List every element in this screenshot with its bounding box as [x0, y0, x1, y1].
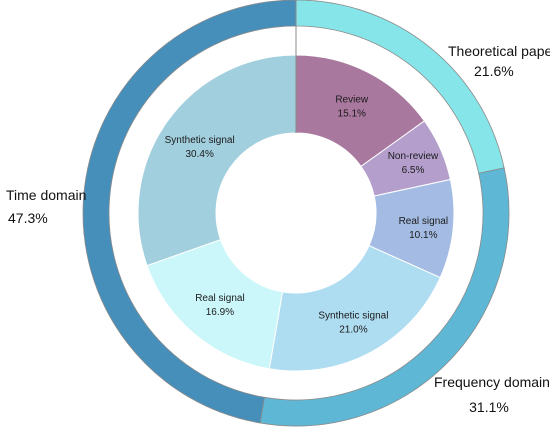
- inner-value-frequency-domain-synthetic-signal: 21.0%: [339, 325, 367, 336]
- outer-value-time-domain: 47.3%: [8, 210, 48, 226]
- inner-slice-frequency-domain-synthetic-signal: [268, 245, 441, 372]
- outer-label-theoretical-paper: Theoretical paper: [448, 43, 550, 59]
- inner-label-time-domain-synthetic-signal: Synthetic signal: [165, 135, 235, 146]
- inner-ring: [137, 0, 455, 372]
- outer-value-theoretical-paper: 21.6%: [474, 63, 514, 79]
- inner-value-theoretical-paper-review: 15.1%: [338, 108, 366, 119]
- outer-label-time-domain: Time domain: [6, 187, 86, 203]
- inner-slice-time-domain-real-signal: [146, 238, 284, 370]
- inner-label-theoretical-paper-review: Review: [335, 94, 369, 105]
- outer-slice-time-domain: [82, 0, 297, 424]
- inner-value-time-domain-real-signal: 16.9%: [206, 307, 234, 318]
- inner-value-time-domain-synthetic-signal: 30.4%: [185, 149, 213, 160]
- outer-value-frequency-domain: 31.1%: [469, 399, 509, 415]
- outer-ring: [82, 0, 510, 427]
- chart-labels: Theoretical paper 21.6% Frequency domain 31…: [6, 43, 550, 415]
- inner-value-theoretical-paper-non-review: 6.5%: [402, 165, 425, 176]
- inner-label-time-domain-real-signal: Real signal: [195, 293, 244, 304]
- outer-label-frequency-domain: Frequency domain: [434, 374, 550, 390]
- inner-value-frequency-domain-real-signal: 10.1%: [409, 230, 437, 241]
- inner-label-frequency-domain-real-signal: Real signal: [399, 216, 448, 227]
- inner-label-theoretical-paper-non-review: Non-review: [388, 151, 439, 162]
- inner-label-frequency-domain-synthetic-signal: Synthetic signal: [318, 311, 388, 322]
- inner-slice-time-domain-synthetic-signal: [137, 54, 297, 267]
